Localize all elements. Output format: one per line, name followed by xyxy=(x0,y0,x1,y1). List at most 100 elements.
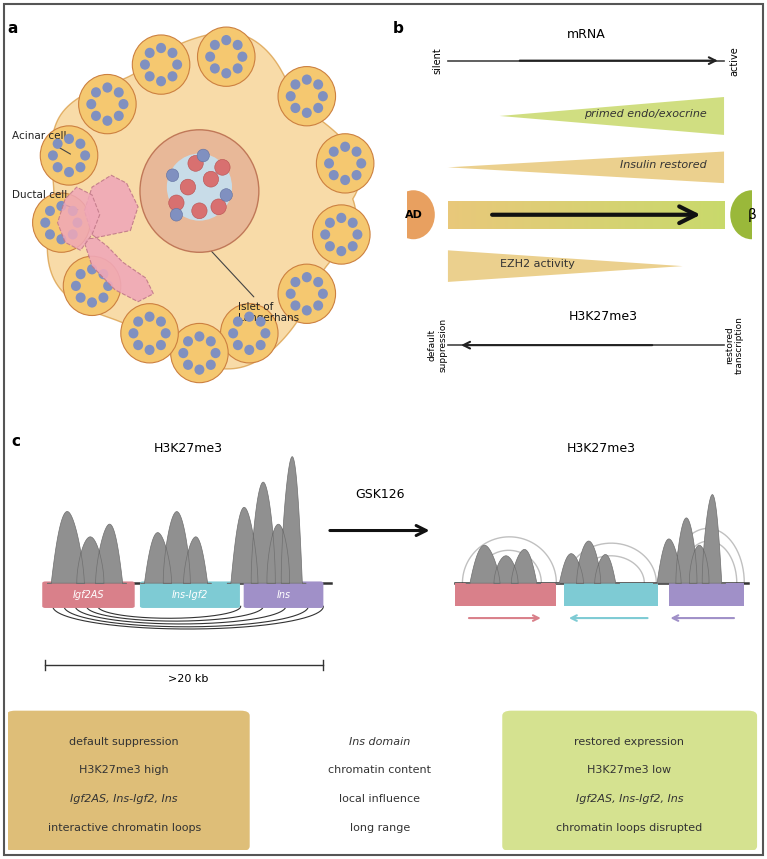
Circle shape xyxy=(67,229,77,240)
Bar xyxy=(722,201,725,228)
Circle shape xyxy=(244,312,254,322)
Circle shape xyxy=(91,111,101,121)
Circle shape xyxy=(336,213,347,223)
Polygon shape xyxy=(500,97,724,135)
Text: >20 kb: >20 kb xyxy=(168,673,209,684)
Circle shape xyxy=(145,48,155,58)
Circle shape xyxy=(48,150,58,161)
Bar xyxy=(687,201,690,228)
Bar xyxy=(466,201,469,228)
Bar xyxy=(701,201,704,228)
Circle shape xyxy=(64,167,74,177)
Bar xyxy=(545,201,548,228)
Bar xyxy=(487,201,490,228)
Bar xyxy=(471,201,474,228)
Bar xyxy=(476,201,479,228)
Circle shape xyxy=(75,162,85,173)
Bar xyxy=(503,201,506,228)
Circle shape xyxy=(133,35,189,94)
Bar xyxy=(448,201,451,228)
Bar xyxy=(664,201,667,228)
Bar xyxy=(564,583,658,606)
Bar xyxy=(565,201,568,228)
Bar xyxy=(703,201,706,228)
Bar xyxy=(561,201,564,228)
Bar xyxy=(673,201,676,228)
Circle shape xyxy=(194,364,204,375)
Bar xyxy=(660,201,663,228)
Circle shape xyxy=(133,316,143,326)
Bar xyxy=(577,201,580,228)
Circle shape xyxy=(232,64,242,74)
Circle shape xyxy=(341,175,351,186)
Bar xyxy=(547,201,550,228)
Bar xyxy=(616,201,619,228)
Bar xyxy=(519,201,522,228)
Circle shape xyxy=(206,336,216,346)
Circle shape xyxy=(302,305,311,315)
Bar xyxy=(650,201,653,228)
Bar xyxy=(570,201,573,228)
Circle shape xyxy=(291,79,301,89)
Circle shape xyxy=(233,340,243,350)
Circle shape xyxy=(194,332,204,342)
Circle shape xyxy=(64,134,74,144)
Bar xyxy=(623,201,626,228)
Text: default
suppression: default suppression xyxy=(428,318,447,372)
Bar xyxy=(469,201,472,228)
Bar xyxy=(680,201,683,228)
Circle shape xyxy=(183,336,193,346)
Bar xyxy=(535,201,538,228)
Circle shape xyxy=(278,265,336,324)
Bar xyxy=(625,201,628,228)
Bar xyxy=(669,201,672,228)
Circle shape xyxy=(156,43,166,53)
Circle shape xyxy=(341,142,351,152)
Circle shape xyxy=(329,170,339,180)
Circle shape xyxy=(278,67,336,126)
Circle shape xyxy=(156,76,166,87)
Bar xyxy=(586,201,589,228)
Circle shape xyxy=(167,48,177,58)
Bar xyxy=(713,201,716,228)
Bar xyxy=(489,201,492,228)
Circle shape xyxy=(291,277,301,287)
Text: H3K27me3: H3K27me3 xyxy=(569,310,637,324)
Bar xyxy=(517,201,520,228)
Bar xyxy=(478,201,481,228)
Polygon shape xyxy=(448,250,683,282)
Circle shape xyxy=(76,292,86,302)
Circle shape xyxy=(347,217,357,228)
Text: EZH2 activity: EZH2 activity xyxy=(500,259,574,269)
Circle shape xyxy=(205,52,215,62)
Bar xyxy=(657,201,660,228)
Circle shape xyxy=(144,344,154,355)
Circle shape xyxy=(40,217,51,228)
Text: chromatin loops disrupted: chromatin loops disrupted xyxy=(556,823,703,832)
Circle shape xyxy=(87,297,97,308)
Bar xyxy=(667,201,670,228)
Circle shape xyxy=(392,190,435,240)
Circle shape xyxy=(79,75,137,134)
Circle shape xyxy=(215,160,230,175)
Bar xyxy=(572,201,575,228)
Polygon shape xyxy=(48,33,360,369)
Polygon shape xyxy=(448,151,724,183)
Polygon shape xyxy=(58,187,100,250)
Circle shape xyxy=(75,138,85,149)
Circle shape xyxy=(260,328,270,338)
Polygon shape xyxy=(47,511,127,583)
Bar xyxy=(708,201,711,228)
Bar xyxy=(602,201,605,228)
Circle shape xyxy=(80,150,91,161)
Circle shape xyxy=(221,68,231,78)
Circle shape xyxy=(53,162,63,173)
Text: H3K27me3: H3K27me3 xyxy=(567,442,636,455)
Polygon shape xyxy=(140,512,212,583)
Text: silent: silent xyxy=(433,47,443,74)
Bar xyxy=(473,201,476,228)
Circle shape xyxy=(102,116,113,125)
Circle shape xyxy=(317,134,374,193)
Circle shape xyxy=(102,82,113,93)
Circle shape xyxy=(40,126,98,186)
